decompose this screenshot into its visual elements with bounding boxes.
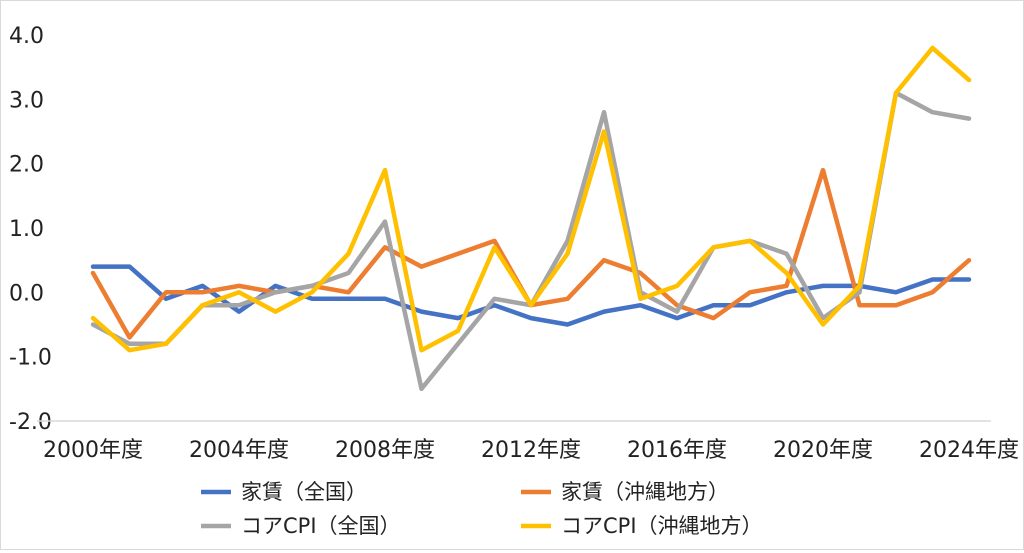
y-tick-label: 0.0 [9,281,44,306]
x-tick-label: 2004年度 [189,438,289,463]
legend-label: コアCPI（全国） [241,514,401,538]
series-line [90,264,972,327]
series-line [90,45,972,353]
series-lines [90,45,972,392]
x-tick-label: 2012年度 [481,438,581,463]
legend: 家賃（全国） 家賃（沖縄地方） コアCPI（全国） コアCPI（沖縄地方） [201,480,763,538]
x-tick-label: 2020年度 [773,438,873,463]
y-tick-label: -1.0 [9,346,52,371]
y-tick-label: 4.0 [9,24,44,49]
series-line [90,90,972,392]
x-tick-label: 2000年度 [43,438,143,463]
x-tick-label: 2024年度 [919,438,1019,463]
y-axis-ticks: 4.0 3.0 2.0 1.0 0.0 -1.0 -2.0 [9,24,52,435]
y-tick-label: -2.0 [9,410,52,435]
legend-label: コアCPI（沖縄地方） [561,514,763,538]
x-tick-label: 2016年度 [627,438,727,463]
x-tick-label: 2008年度 [335,438,435,463]
y-tick-label: 1.0 [9,217,44,242]
legend-label: 家賃（沖縄地方） [561,480,729,504]
y-tick-label: 3.0 [9,88,44,113]
y-tick-label: 2.0 [9,153,44,178]
x-axis-ticks: 2000年度 2004年度 2008年度 2012年度 2016年度 2020年度 2024… [43,438,1019,463]
legend-label: 家賃（全国） [241,480,367,504]
